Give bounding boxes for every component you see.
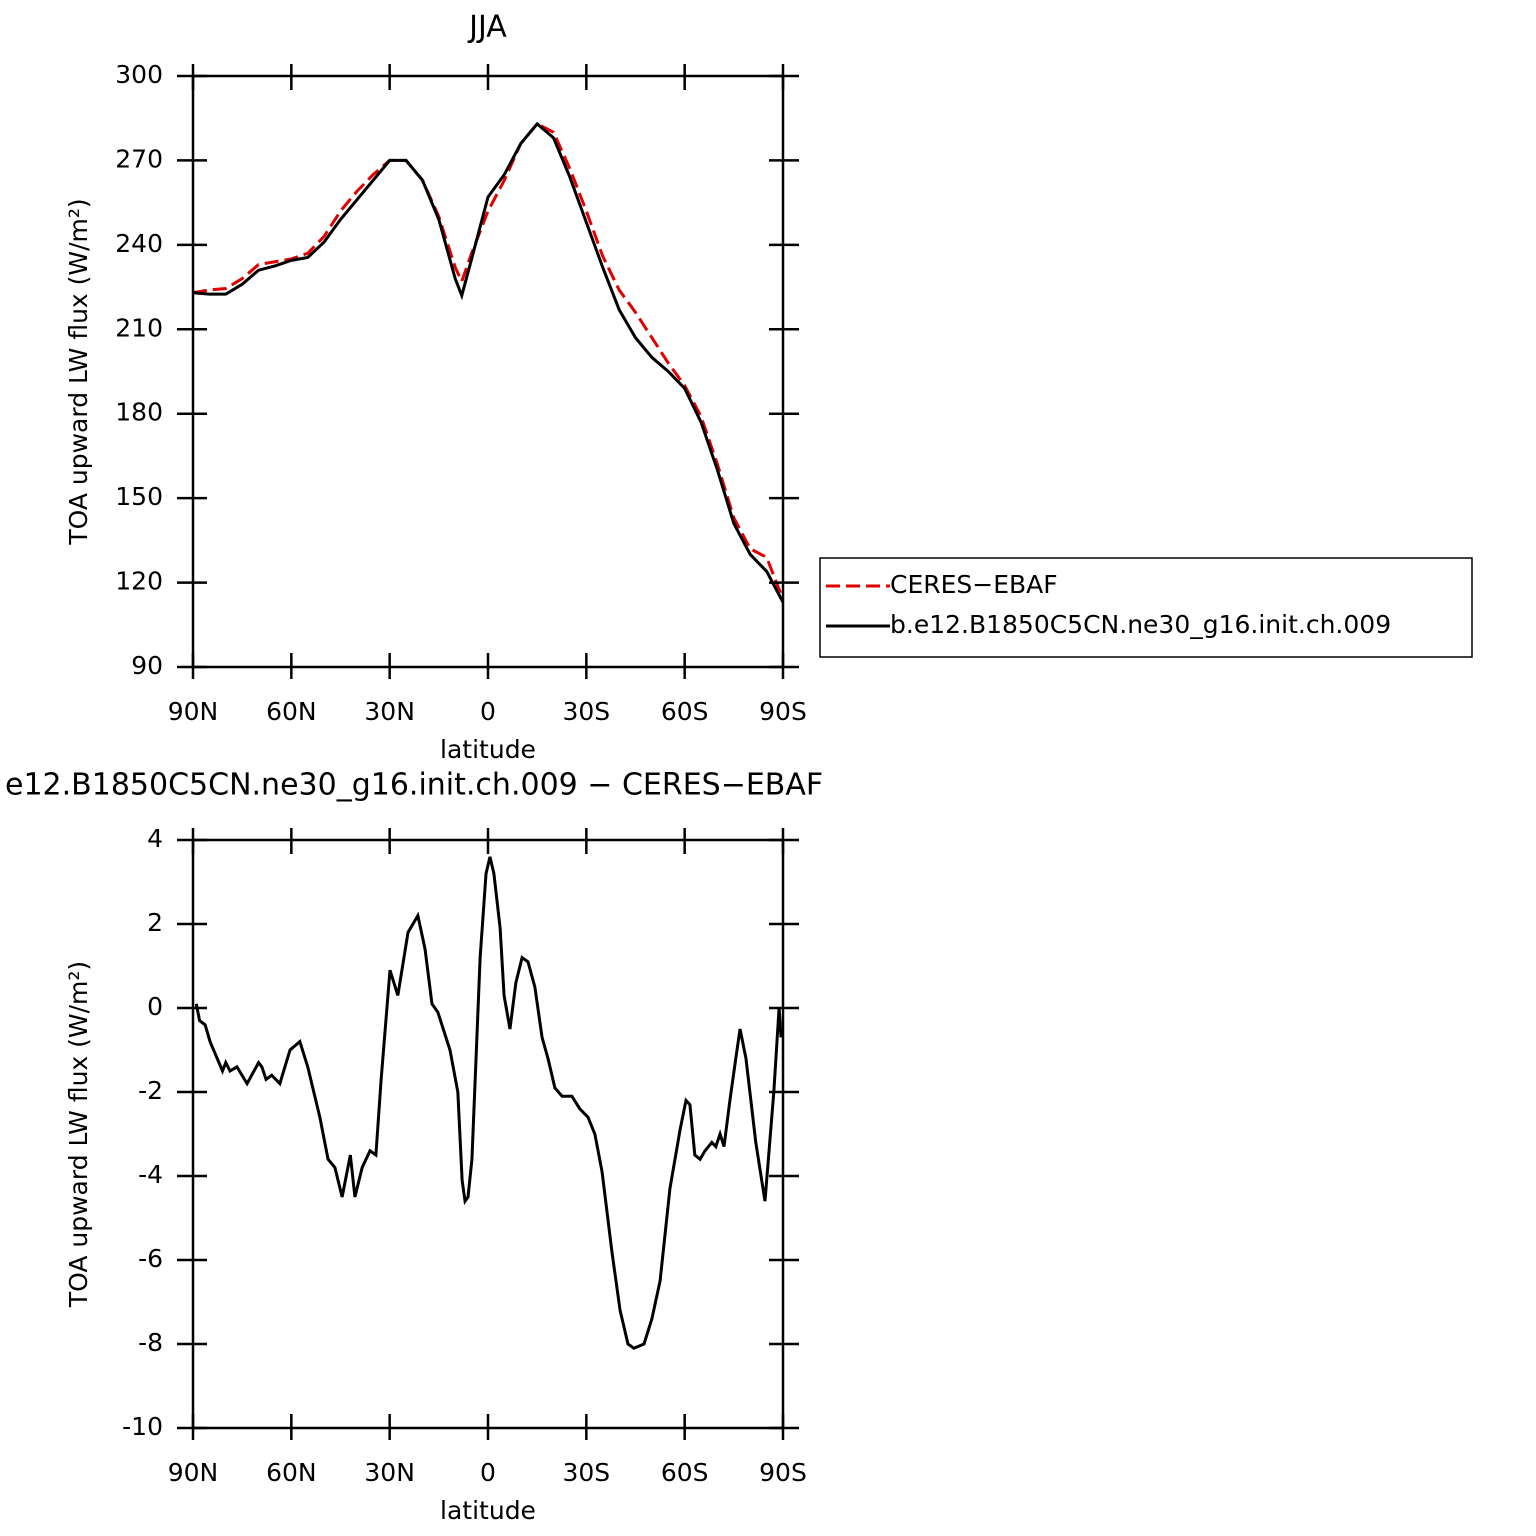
x-tick-label: 60N — [266, 1458, 317, 1487]
y-tick-label: 150 — [115, 482, 163, 511]
x-tick-label: 90S — [759, 697, 807, 726]
plot-frame — [191, 838, 785, 1430]
y-tick-label: -10 — [122, 1412, 163, 1441]
y-tick-label: 2 — [147, 908, 163, 937]
y-tick-label: 210 — [115, 313, 163, 342]
y-axis-label: TOA upward LW flux (W/m²) — [64, 198, 93, 545]
y-tick-label: -2 — [138, 1076, 163, 1105]
plot-frame — [191, 74, 785, 669]
x-tick-label: 60N — [266, 697, 317, 726]
chart-title: JJA — [467, 10, 507, 45]
y-tick-label: 90 — [131, 651, 163, 680]
x-tick-label: 0 — [480, 697, 496, 726]
x-axis-label: latitude — [440, 1496, 536, 1525]
y-tick-label: 270 — [115, 144, 163, 173]
x-axis-label: latitude — [440, 735, 536, 764]
x-tick-label: 90S — [759, 1458, 807, 1487]
legend-label: CERES−EBAF — [890, 570, 1058, 599]
x-tick-label: 30S — [562, 697, 610, 726]
y-tick-label: -4 — [138, 1160, 163, 1189]
x-tick-label: 30N — [364, 697, 415, 726]
x-tick-label: 30S — [562, 1458, 610, 1487]
y-tick-label: 240 — [115, 229, 163, 258]
legend-label: b.e12.B1850C5CN.ne30_g16.init.ch.009 — [890, 610, 1391, 639]
y-axis-label: TOA upward LW flux (W/m²) — [64, 961, 93, 1308]
y-tick-label: 0 — [147, 992, 163, 1021]
x-tick-label: 90N — [168, 697, 219, 726]
y-tick-label: -8 — [138, 1328, 163, 1357]
data-line — [192, 121, 785, 603]
legend-box — [819, 557, 1473, 658]
y-tick-label: 180 — [115, 398, 163, 427]
y-tick-label: 4 — [147, 824, 163, 853]
x-tick-label: 0 — [480, 1458, 496, 1487]
data-line — [194, 856, 783, 1350]
x-tick-label: 60S — [661, 1458, 709, 1487]
x-tick-label: 90N — [168, 1458, 219, 1487]
y-tick-label: 120 — [115, 567, 163, 596]
x-tick-label: 30N — [364, 1458, 415, 1487]
y-tick-label: -6 — [138, 1244, 163, 1273]
y-tick-label: 300 — [115, 60, 163, 89]
x-tick-label: 60S — [661, 697, 709, 726]
chart-title: e12.B1850C5CN.ne30_g16.init.ch.009 − CER… — [5, 768, 823, 803]
